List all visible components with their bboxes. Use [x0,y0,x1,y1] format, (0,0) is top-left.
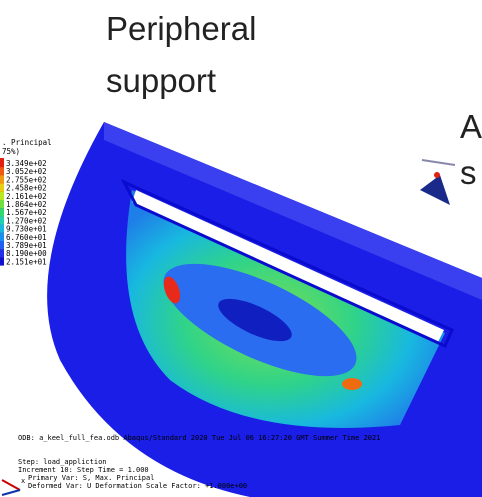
legend-swatch [0,257,4,265]
legend-swatch [0,175,4,183]
fea-view: Peripheral support A s . Principal 75%) … [0,0,482,497]
hotspot [342,378,362,390]
side-text: s [460,154,477,191]
legend-swatch [0,159,4,167]
axis-label: x [21,477,25,485]
triad-icon [420,160,455,205]
side-text: A [460,108,482,145]
footer-increment: Increment 10: Step Time = 1.000 [18,466,149,474]
axis-triad [2,480,20,495]
footer-step: Step: load_appliction [18,458,107,466]
legend-swatch [0,208,4,216]
legend-title: 75%) [2,147,20,156]
heading: support [106,62,216,99]
legend-swatch [0,233,4,241]
legend-swatch [0,216,4,224]
legend-swatch [0,167,4,175]
legend-swatch [0,225,4,233]
legend: 3.349e+023.052e+022.755e+022.458e+022.16… [0,159,47,266]
slide: Peripheral support A s . Principal 75%) … [0,0,482,497]
heading: Peripheral [106,10,256,47]
legend-swatch [0,192,4,200]
legend-title: . Principal [2,138,52,147]
legend-value: 2.151e+01 [6,257,47,266]
legend-swatch [0,200,4,208]
legend-swatch [0,241,4,249]
footer-odb: ODB: a_keel_full_fea.odb Abaqus/Standard… [18,434,380,442]
footer-primary: Primary Var: S, Max. Principal [28,474,154,482]
footer-deformed: Deformed Var: U Deformation Scale Factor… [28,482,247,490]
legend-swatch [0,249,4,257]
legend-swatch [0,184,4,192]
